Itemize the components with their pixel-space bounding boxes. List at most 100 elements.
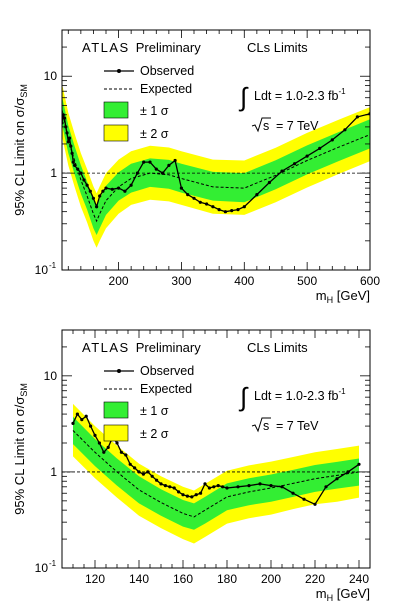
observed-point bbox=[91, 196, 95, 200]
legend-band1-swatch bbox=[103, 101, 129, 119]
observed-point bbox=[163, 484, 167, 488]
x-axis: 200 300 400 500 600 bbox=[67, 30, 380, 288]
legend-band1-label: ± 1 σ bbox=[140, 104, 169, 118]
observed-point bbox=[280, 485, 284, 489]
observed-point bbox=[102, 450, 106, 454]
observed-point bbox=[205, 202, 209, 206]
observed-point bbox=[211, 205, 215, 209]
observed-point bbox=[343, 128, 347, 132]
observed-point bbox=[173, 158, 177, 163]
observed-point bbox=[207, 486, 211, 490]
lumi-label: Ldt = 1.0-2.3 fb-1 bbox=[254, 387, 346, 403]
observed-point bbox=[146, 470, 150, 474]
observed-point bbox=[305, 154, 309, 158]
method-label: CLs Limits bbox=[247, 40, 308, 55]
observed-point bbox=[318, 146, 322, 150]
observed-point bbox=[242, 205, 246, 209]
observed-point bbox=[128, 462, 132, 466]
observed-point bbox=[115, 441, 119, 445]
observed-point bbox=[80, 418, 84, 422]
observed-point bbox=[155, 478, 159, 482]
observed-point bbox=[161, 171, 165, 175]
y-axis-label: 95% CL Limit on σ/σSM bbox=[12, 84, 29, 216]
legend-band1-swatch bbox=[103, 401, 129, 419]
observed-point bbox=[137, 470, 141, 474]
method-label: CLs Limits bbox=[247, 340, 308, 355]
observed-point bbox=[172, 486, 176, 490]
observed-point bbox=[185, 494, 189, 498]
observed-point bbox=[148, 160, 152, 164]
observed-point bbox=[357, 462, 361, 466]
integral-symbol: ∫ bbox=[238, 382, 249, 412]
observed-point bbox=[98, 194, 102, 198]
observed-point bbox=[70, 151, 74, 155]
observed-point bbox=[135, 171, 139, 175]
x-tick-label: 220 bbox=[305, 572, 325, 586]
observed-point bbox=[97, 441, 101, 445]
x-tick-label: 160 bbox=[173, 572, 193, 586]
observed-point bbox=[85, 183, 89, 187]
observed-point bbox=[186, 193, 190, 197]
observed-point bbox=[302, 497, 306, 501]
legend-band2-label: ± 2 σ bbox=[140, 127, 169, 141]
observed-point bbox=[269, 484, 273, 488]
observed-point bbox=[89, 424, 93, 428]
observed-point bbox=[76, 167, 80, 171]
observed-point bbox=[141, 472, 145, 476]
observed-point bbox=[194, 493, 198, 497]
observed-point bbox=[119, 450, 123, 454]
observed-point bbox=[181, 493, 185, 497]
observed-point bbox=[67, 136, 72, 140]
observed-point bbox=[293, 162, 297, 166]
observed-point bbox=[101, 189, 105, 193]
chart-2: 120 140 160 180 200 220 240 10-1 1 10 95% CL Limit… bbox=[12, 329, 371, 603]
observed-point bbox=[95, 205, 99, 209]
observed-point bbox=[69, 144, 73, 148]
observed-point bbox=[199, 491, 203, 495]
expected-line bbox=[62, 109, 370, 223]
x-tick-label: 300 bbox=[171, 274, 191, 288]
observed-point bbox=[217, 208, 221, 212]
band-2sigma bbox=[62, 83, 370, 248]
observed-point bbox=[124, 453, 128, 457]
observed-point bbox=[106, 445, 110, 449]
legend-observed-label: Observed bbox=[140, 64, 194, 78]
legend: Observed Expected ± 1 σ ± 2 σ bbox=[103, 364, 194, 442]
observed-point bbox=[190, 495, 194, 499]
observed-point bbox=[258, 482, 262, 486]
y-tick-label: 1 bbox=[50, 465, 57, 479]
expected-line bbox=[72, 430, 360, 518]
observed-point bbox=[66, 140, 70, 144]
x-axis: 120 140 160 180 200 220 240 bbox=[61, 330, 371, 586]
x-tick-label: 180 bbox=[217, 572, 237, 586]
observed-point bbox=[212, 485, 216, 489]
observed-point bbox=[346, 470, 350, 474]
observed-point bbox=[198, 200, 202, 204]
experiment-label: ATLAS Preliminary bbox=[82, 40, 201, 55]
energy-variable: s bbox=[263, 419, 269, 433]
observed-point bbox=[247, 484, 251, 488]
y-axis: 10-1 1 10 bbox=[35, 329, 370, 575]
observed-point bbox=[142, 160, 146, 164]
band-2sigma bbox=[73, 403, 359, 544]
energy-label: = 7 TeV bbox=[276, 419, 319, 433]
observed-point bbox=[236, 485, 240, 489]
legend-observed-label: Observed bbox=[140, 364, 194, 378]
observed-point bbox=[75, 412, 79, 416]
legend-observed-marker bbox=[117, 69, 121, 73]
observed-point bbox=[291, 491, 295, 495]
observed-point bbox=[104, 186, 108, 190]
sqrt-symbol bbox=[251, 117, 271, 133]
x-tick-label: 400 bbox=[234, 274, 254, 288]
observed-point bbox=[216, 484, 220, 488]
integral-symbol: ∫ bbox=[238, 82, 249, 112]
x-tick-label: 240 bbox=[349, 572, 369, 586]
x-tick-label: 120 bbox=[85, 572, 105, 586]
band-1sigma bbox=[73, 416, 359, 530]
observed-points bbox=[62, 112, 370, 214]
observed-point bbox=[168, 485, 172, 489]
energy-label: = 7 TeV bbox=[276, 119, 319, 133]
observed-point bbox=[221, 485, 225, 489]
observed-point bbox=[355, 115, 359, 119]
observed-point bbox=[203, 482, 207, 486]
